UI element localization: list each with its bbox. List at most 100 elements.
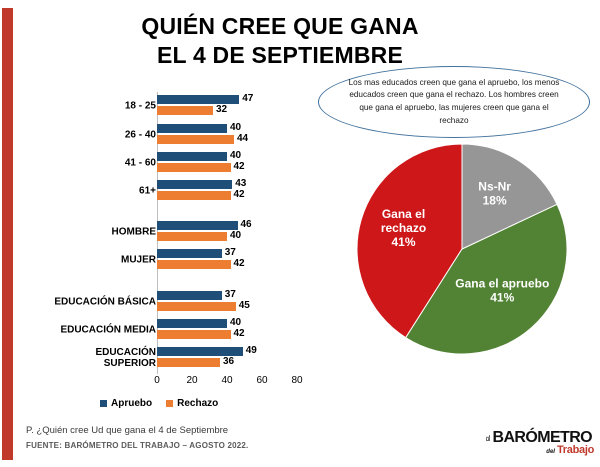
- chart-legend: Apruebo Rechazo: [100, 398, 218, 409]
- pie-slice: [461, 143, 558, 250]
- bar-pair: 37 42: [157, 246, 332, 274]
- bar-rechazo: [157, 302, 236, 311]
- bar-category-label: HOMBRE: [111, 226, 156, 238]
- bar-value-label: 42: [233, 189, 245, 200]
- bar-apruebo: [157, 221, 238, 230]
- bar-apruebo: [157, 95, 240, 104]
- bar-pair: 37 45: [157, 288, 332, 316]
- bar-category-label: 41 - 60: [124, 157, 156, 169]
- title-line-1: QUIÉN CREE QUE GANA: [141, 13, 419, 39]
- pie-chart: Gana el rechazo 41% Gana el apruebo 41% Ns-Nr…: [356, 143, 568, 355]
- legend-label-rechazo: Rechazo: [177, 398, 219, 409]
- bar-pair: 46 40: [157, 218, 332, 246]
- bar-rechazo: [157, 260, 231, 269]
- callout-ellipse: Los mas educados creen que gana el aprue…: [318, 66, 590, 138]
- pie-slice-label: Gana el apruebo 41%: [455, 277, 549, 305]
- axis-tick-label: 20: [186, 375, 198, 386]
- pie-slice-label: Ns-Nr 18%: [478, 180, 511, 208]
- bar-value-label: 37: [224, 289, 236, 300]
- bar-group: EDUCACIÓN MEDIA 40 42: [16, 316, 336, 344]
- bar-value-label: 43: [235, 178, 247, 189]
- bar-apruebo: [157, 249, 222, 258]
- bar-rechazo: [157, 232, 227, 241]
- title-line-2: EL 4 DE SEPTIEMBRE: [156, 42, 403, 68]
- bar-category-label: EDUCACIÓN SUPERIOR: [95, 347, 156, 369]
- bar-value-label: 47: [242, 93, 254, 104]
- survey-question: P. ¿Quién cree Ud que gana el 4 de Septi…: [26, 425, 229, 436]
- bar-value-label: 32: [216, 104, 228, 115]
- x-axis-ticks: 0 20 40 60 80: [154, 375, 337, 391]
- bar-apruebo: [157, 347, 243, 356]
- bar-category-label: 61+: [139, 185, 156, 197]
- source-note: FUENTE: BARÓMETRO DEL TRABAJO – AGOSTO 2…: [26, 441, 249, 450]
- bar-value-label: 45: [238, 300, 250, 311]
- bar-pair: 40 42: [157, 149, 332, 177]
- legend-item-apruebo: Apruebo: [100, 398, 152, 409]
- bar-rechazo: [157, 106, 213, 115]
- bar-chart: 18 - 25 47 32 26 - 40 40 44 41 - 60 40 42 61+ 43 42…: [16, 92, 336, 412]
- bar-rechazo: [157, 163, 231, 172]
- pie-slice-label: Gana el rechazo 41%: [381, 207, 426, 249]
- bar-pair: 43 42: [157, 177, 332, 205]
- bar-value-label: 40: [230, 317, 242, 328]
- bar-value-label: 42: [233, 328, 245, 339]
- bar-value-label: 42: [233, 161, 245, 172]
- bar-category-label: EDUCACIÓN MEDIA: [60, 324, 156, 336]
- bar-group: 18 - 25 47 32: [16, 92, 336, 120]
- bar-value-label: 40: [230, 122, 242, 133]
- bar-rechazo: [157, 330, 231, 339]
- bar-rechazo: [157, 191, 231, 200]
- bar-pair: 49 36: [157, 344, 332, 372]
- callout-text: Los mas educados creen que gana el aprue…: [348, 77, 560, 125]
- bar-pair: 47 32: [157, 92, 332, 120]
- bar-value-label: 36: [223, 356, 235, 367]
- bar-value-label: 44: [237, 133, 249, 144]
- pie-slice: [356, 143, 463, 339]
- bar-category-label: EDUCACIÓN BÁSICA: [54, 296, 156, 308]
- bar-rechazo: [157, 358, 220, 367]
- bar-group: 41 - 60 40 42: [16, 149, 336, 177]
- bar-value-label: 46: [240, 219, 252, 230]
- bar-pair: 40 44: [157, 121, 332, 149]
- legend-swatch-apruebo: [100, 400, 107, 407]
- axis-tick-label: 0: [154, 375, 160, 386]
- bar-apruebo: [157, 152, 227, 161]
- logo-del-text: del: [546, 449, 555, 455]
- bar-category-label: 26 - 40: [124, 129, 156, 141]
- bar-group: EDUCACIÓN SUPERIOR 49 36: [16, 344, 336, 372]
- logo-trabajo-text: Trabajo: [556, 444, 594, 456]
- left-accent-bar: [2, 8, 13, 460]
- bar-group: 61+ 43 42: [16, 177, 336, 205]
- bar-apruebo: [157, 291, 222, 300]
- bar-value-label: 42: [233, 258, 245, 269]
- bar-value-label: 40: [230, 230, 242, 241]
- footer: P. ¿Quién cree Ud que gana el 4 de Septi…: [26, 425, 426, 450]
- logo-wordmark: BARÓMETRO: [492, 429, 593, 446]
- axis-tick-label: 80: [291, 375, 303, 386]
- legend-label-apruebo: Apruebo: [111, 398, 153, 409]
- bar-pair: 40 42: [157, 316, 332, 344]
- bar-group: HOMBRE 46 40: [16, 218, 336, 246]
- logo-top-row: EL BARÓMETRO: [486, 430, 600, 446]
- axis-tick-label: 60: [256, 375, 268, 386]
- legend-swatch-rechazo: [166, 400, 174, 407]
- pie-chart-svg: Gana el rechazo 41% Gana el apruebo 41% Ns-Nr…: [356, 143, 568, 355]
- bar-rechazo: [157, 135, 234, 144]
- bar-group: 26 - 40 40 44: [16, 121, 336, 149]
- barometro-logo: EL BARÓMETRO del Trabajo: [486, 430, 600, 460]
- axis-tick-label: 40: [221, 375, 233, 386]
- bar-apruebo: [157, 319, 227, 328]
- bar-value-label: 37: [224, 247, 236, 258]
- bar-group: EDUCACIÓN BÁSICA 37 45: [16, 288, 336, 316]
- legend-item-rechazo: Rechazo: [166, 398, 218, 409]
- pie-slice: [405, 203, 568, 355]
- bar-group: MUJER 37 42: [16, 246, 336, 274]
- bar-value-label: 40: [230, 150, 242, 161]
- bar-category-label: 18 - 25: [124, 100, 156, 112]
- page-title: QUIÉN CREE QUE GANA EL 4 DE SEPTIEMBRE: [60, 12, 500, 70]
- bar-apruebo: [157, 124, 227, 133]
- bar-category-label: MUJER: [120, 254, 156, 266]
- logo-bottom-row: del Trabajo: [498, 445, 594, 456]
- bar-apruebo: [157, 180, 233, 189]
